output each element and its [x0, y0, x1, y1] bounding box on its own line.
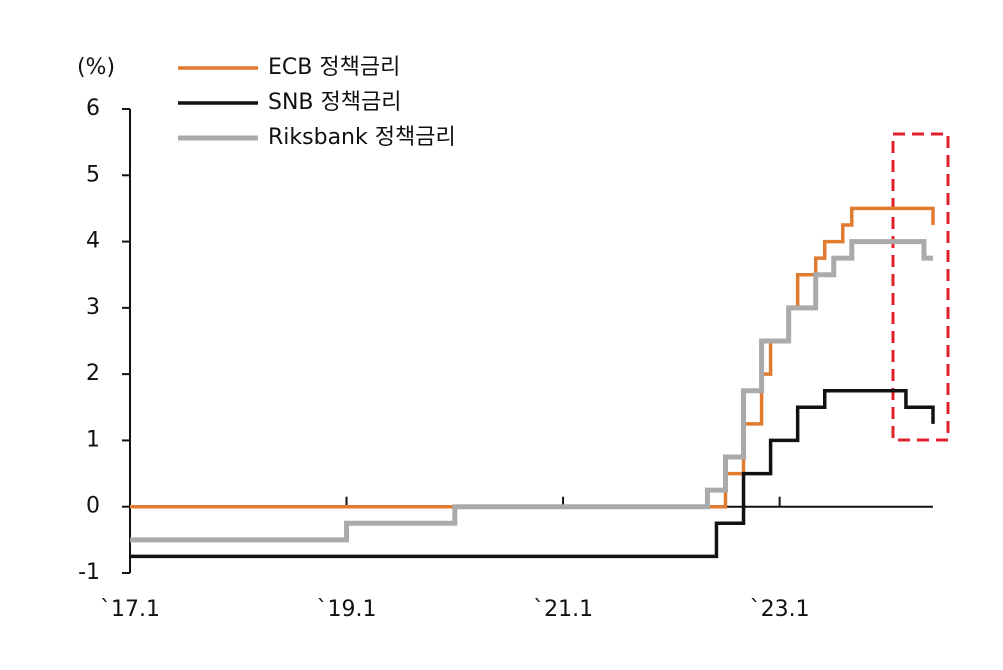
legend-label: SNB 정책금리 — [268, 90, 401, 115]
y-tick-label: 1 — [86, 427, 100, 452]
y-axis-label: (%) — [77, 55, 115, 80]
x-tick-label: `21.1 — [533, 597, 593, 622]
x-tick-label: `23.1 — [750, 597, 810, 622]
step-line — [130, 206, 935, 509]
y-tick-label: 3 — [86, 295, 100, 320]
y-tick-label: 6 — [86, 96, 100, 121]
y-tick-label: 5 — [86, 162, 100, 187]
step-line — [130, 388, 935, 559]
legend-label: ECB 정책금리 — [268, 55, 400, 80]
step-line — [130, 239, 933, 543]
y-tick-label: 0 — [86, 494, 100, 519]
y-tick-label: 2 — [86, 361, 100, 386]
legend-label: Riksbank 정책금리 — [268, 125, 456, 150]
y-tick-label: 4 — [86, 229, 100, 254]
highlight-box — [891, 132, 950, 442]
x-tick-label: `17.1 — [100, 597, 160, 622]
y-tick-label: -1 — [78, 560, 100, 585]
x-tick-label: `19.1 — [317, 597, 377, 622]
